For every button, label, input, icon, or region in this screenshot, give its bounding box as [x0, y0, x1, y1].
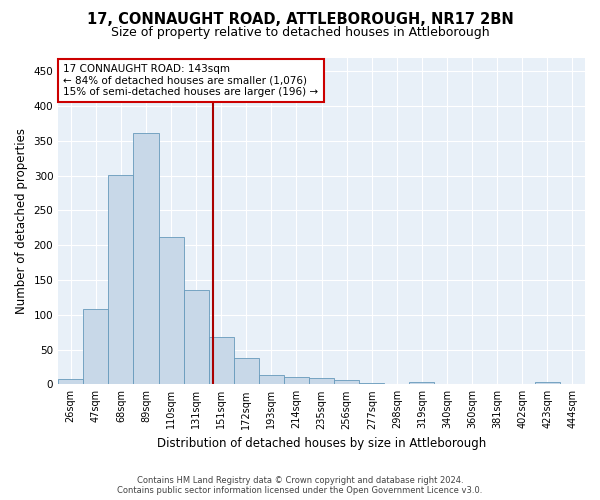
Bar — [334, 380, 359, 384]
Text: Contains HM Land Registry data © Crown copyright and database right 2024.
Contai: Contains HM Land Registry data © Crown c… — [118, 476, 482, 495]
Bar — [259, 376, 284, 384]
Bar — [284, 378, 309, 384]
Bar — [58, 380, 83, 384]
X-axis label: Distribution of detached houses by size in Attleborough: Distribution of detached houses by size … — [157, 437, 486, 450]
Bar — [535, 382, 560, 384]
Text: Size of property relative to detached houses in Attleborough: Size of property relative to detached ho… — [110, 26, 490, 39]
Text: 17, CONNAUGHT ROAD, ATTLEBOROUGH, NR17 2BN: 17, CONNAUGHT ROAD, ATTLEBOROUGH, NR17 2… — [86, 12, 514, 28]
Bar — [184, 290, 209, 384]
Bar — [234, 358, 259, 384]
Bar — [359, 383, 385, 384]
Text: 17 CONNAUGHT ROAD: 143sqm
← 84% of detached houses are smaller (1,076)
15% of se: 17 CONNAUGHT ROAD: 143sqm ← 84% of detac… — [64, 64, 319, 97]
Bar — [109, 175, 133, 384]
Bar — [409, 382, 434, 384]
Bar — [158, 237, 184, 384]
Bar — [83, 309, 109, 384]
Bar — [209, 337, 234, 384]
Bar — [133, 132, 158, 384]
Y-axis label: Number of detached properties: Number of detached properties — [15, 128, 28, 314]
Bar — [309, 378, 334, 384]
